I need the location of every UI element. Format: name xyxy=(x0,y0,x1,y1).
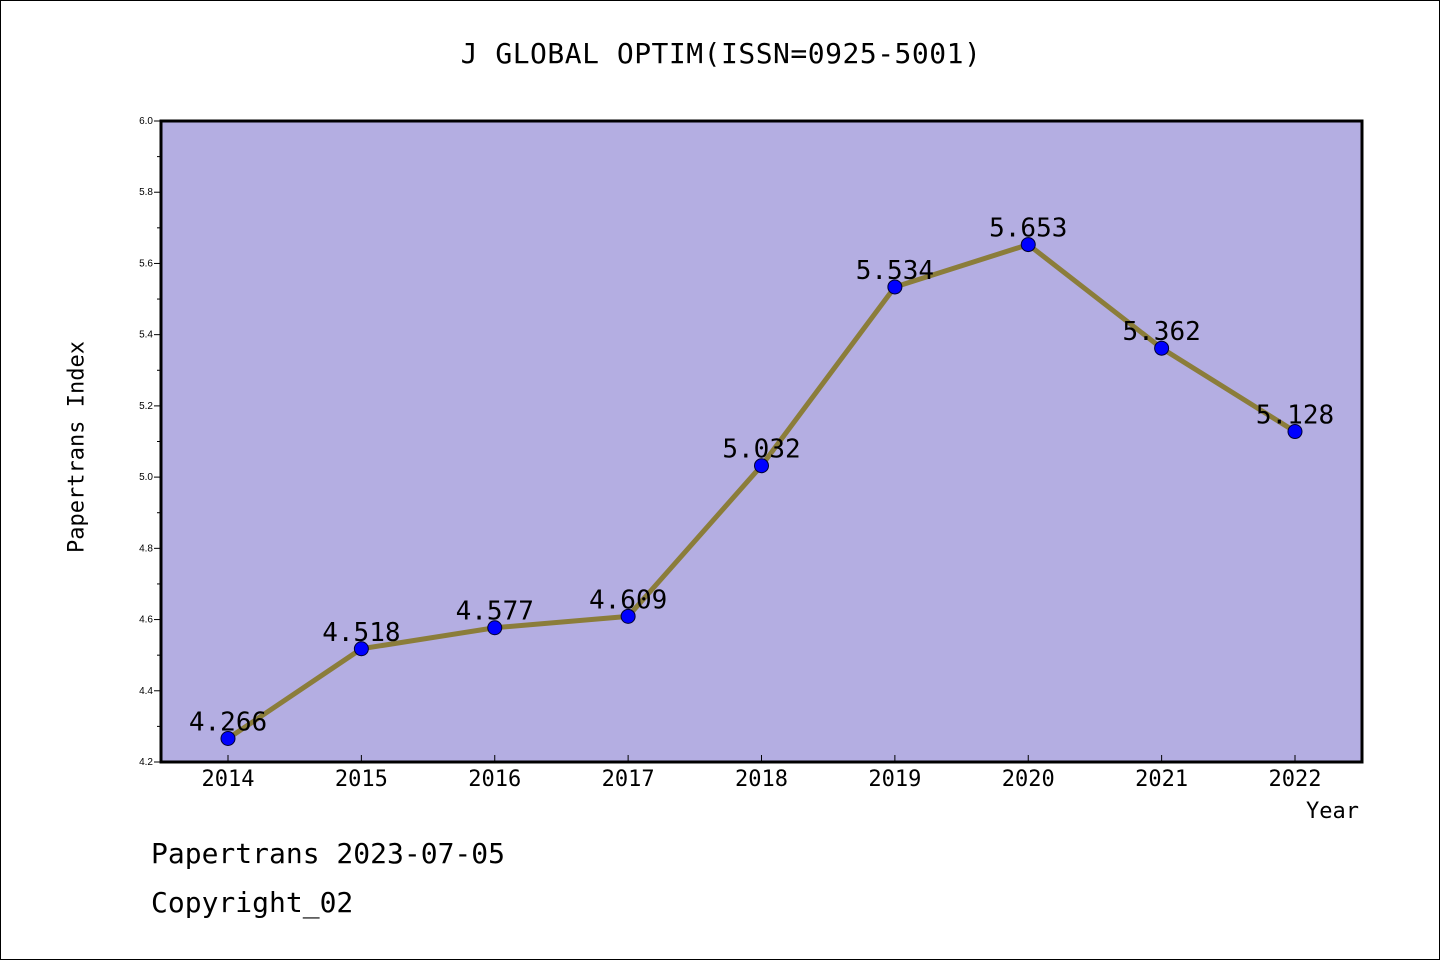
x-tick-label: 2022 xyxy=(1269,767,1322,792)
x-tick-label: 2019 xyxy=(868,767,921,792)
x-tick-label: 2014 xyxy=(202,767,255,792)
footer-copyright: Copyright_02 xyxy=(151,886,354,919)
data-point xyxy=(1154,340,1170,356)
y-tick-label: 5.2 xyxy=(139,401,153,412)
y-tick-label: 4.8 xyxy=(139,543,153,554)
data-point xyxy=(754,458,769,474)
y-tick-label: 4.4 xyxy=(139,686,153,697)
y-tick-label: 4.2 xyxy=(139,757,153,768)
data-point xyxy=(220,730,236,746)
data-label: 4.518 xyxy=(322,618,400,648)
data-point xyxy=(620,608,636,624)
y-tick-label: 5.6 xyxy=(139,258,153,269)
data-label: 5.362 xyxy=(1122,317,1200,347)
plot-border xyxy=(159,119,1364,764)
footer-source: Papertrans 2023-07-05 xyxy=(151,837,506,870)
data-label: 5.032 xyxy=(722,435,800,465)
data-label: 4.577 xyxy=(456,597,534,627)
x-tick-label: 2020 xyxy=(1002,767,1055,792)
y-tick-label: 5.4 xyxy=(139,330,153,341)
data-point xyxy=(1287,424,1303,440)
data-point xyxy=(353,641,369,657)
x-tick-label: 2018 xyxy=(735,767,788,792)
data-label: 5.128 xyxy=(1256,401,1334,431)
data-label: 5.653 xyxy=(989,214,1067,244)
data-point xyxy=(1020,237,1036,253)
chart-title: J GLOBAL OPTIM(ISSN=0925-5001) xyxy=(460,37,982,70)
data-point xyxy=(487,620,503,636)
y-tick-label: 4.6 xyxy=(139,615,153,626)
data-label: 5.534 xyxy=(856,256,934,286)
x-tick-label: 2015 xyxy=(335,767,388,792)
y-tick-label: 5.8 xyxy=(139,187,153,198)
x-tick-label: 2016 xyxy=(468,767,521,792)
data-label: 4.609 xyxy=(589,585,667,615)
x-axis-label: Year xyxy=(1306,799,1359,824)
y-tick-label: 5.0 xyxy=(139,472,153,483)
x-tick-label: 2017 xyxy=(602,767,655,792)
x-tick-label: 2021 xyxy=(1135,767,1188,792)
data-label: 4.266 xyxy=(189,707,267,737)
y-tick-label: 6.0 xyxy=(139,116,153,127)
data-point xyxy=(887,279,903,295)
